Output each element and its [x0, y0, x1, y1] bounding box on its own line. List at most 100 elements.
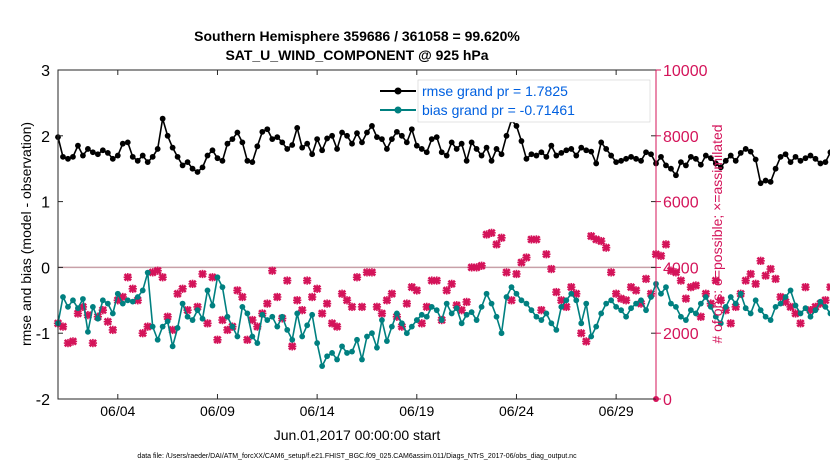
bias-point	[408, 323, 415, 330]
rmse-point	[658, 153, 664, 160]
bias-point	[89, 303, 96, 310]
rmse-point	[60, 153, 66, 160]
bias-point	[448, 310, 455, 317]
bias-point	[314, 340, 321, 346]
bias-point	[603, 300, 610, 307]
bias-point	[513, 290, 520, 297]
bias-point	[398, 320, 405, 327]
obs-point	[382, 296, 392, 305]
bias-point	[199, 315, 206, 322]
obs-point	[178, 284, 187, 293]
rmse-point	[359, 139, 365, 146]
bias-point	[807, 313, 814, 320]
bias-point	[403, 330, 410, 337]
bias-point	[144, 269, 151, 276]
rmse-point	[643, 149, 649, 156]
rmse-point	[782, 151, 789, 158]
rmse-point	[732, 157, 739, 164]
bias-point	[468, 309, 475, 316]
rmse-point	[234, 129, 241, 136]
rmse-point	[70, 153, 76, 160]
rmse-point	[324, 135, 330, 142]
x-axis-label: Jun.01,2017 00:00:00 start	[274, 427, 441, 443]
rmse-point	[264, 126, 271, 133]
footnote: data file: /Users/raeder/DAI/ATM_forcXX/…	[137, 453, 577, 460]
bias-point	[119, 300, 126, 307]
bias-point	[194, 307, 201, 314]
bias-point	[578, 320, 585, 327]
obs-point	[826, 282, 830, 292]
bias-point	[822, 303, 829, 310]
rmse-point	[558, 150, 565, 156]
rmse-point	[493, 146, 500, 152]
rmse-point	[174, 153, 181, 160]
obs-point	[497, 233, 506, 242]
rmse-point	[717, 164, 724, 171]
rmse-point	[762, 177, 769, 184]
obs-point	[641, 274, 651, 284]
bias-point	[717, 320, 724, 327]
obs-point	[357, 302, 367, 312]
bias-point	[139, 287, 146, 294]
plot-area	[58, 70, 656, 399]
rmse-point	[388, 136, 395, 142]
bias-point	[279, 313, 286, 320]
rmse-point	[458, 140, 465, 147]
rmse-point	[339, 129, 345, 136]
obs-point	[577, 329, 586, 338]
bias-point	[184, 313, 191, 320]
rmse-point	[154, 146, 161, 152]
rmse-point	[523, 155, 530, 162]
rmse-point	[428, 136, 435, 142]
rmse-point	[149, 153, 156, 160]
bias-point	[169, 343, 176, 350]
bias-point	[673, 303, 679, 310]
rmse-point	[334, 146, 340, 152]
obs-point	[352, 273, 362, 282]
bias-point	[443, 300, 450, 307]
legend: rmse grand pr = 1.7825 bias grand pr = -…	[380, 79, 651, 123]
rmse-point	[668, 165, 674, 172]
rmse-point	[478, 152, 485, 159]
bias-point	[628, 305, 634, 312]
rmse-point	[184, 159, 191, 166]
rmse-point	[663, 162, 669, 169]
bias-point	[712, 313, 719, 320]
bias-point	[658, 290, 664, 297]
rmse-point	[354, 130, 360, 137]
bias-point	[498, 330, 505, 337]
obs-point	[681, 294, 691, 303]
rmse-point	[468, 139, 475, 146]
rmse-point	[633, 155, 639, 162]
obs-point	[307, 292, 317, 302]
bias-point	[722, 303, 729, 310]
bias-point	[124, 297, 131, 304]
rmse-point	[329, 132, 335, 139]
rmse-point	[628, 153, 634, 160]
rmse-point	[274, 134, 281, 141]
legend-bias-marker	[394, 106, 402, 114]
bias-point	[573, 297, 580, 304]
bias-point	[777, 300, 784, 307]
rmse-point	[179, 162, 186, 169]
rmse-point	[224, 140, 231, 147]
bias-point	[70, 297, 76, 304]
rmse-point	[683, 162, 689, 169]
rmse-point	[513, 123, 520, 129]
axis-layer: -2 -1 0 1 2 3 0 2000 4000 6000 8000 10000 06/04 06/09…	[36, 63, 708, 419]
rmse-point	[139, 152, 146, 159]
obs-point	[103, 317, 112, 326]
chart-title: Southern Hemisphere 359686 / 361058 = 99…	[194, 28, 520, 44]
obs-point	[696, 312, 706, 321]
bias-point	[483, 290, 490, 297]
obs-point	[238, 292, 247, 302]
rmse-point	[259, 128, 266, 135]
obs-point	[711, 276, 720, 285]
rmse-point	[538, 149, 545, 156]
rmse-point	[408, 126, 415, 133]
y-left-tick-label: -2	[36, 392, 50, 409]
bias-point	[294, 310, 301, 317]
bias-point	[374, 344, 380, 351]
obs-point	[552, 287, 561, 297]
bias-point	[827, 310, 830, 317]
